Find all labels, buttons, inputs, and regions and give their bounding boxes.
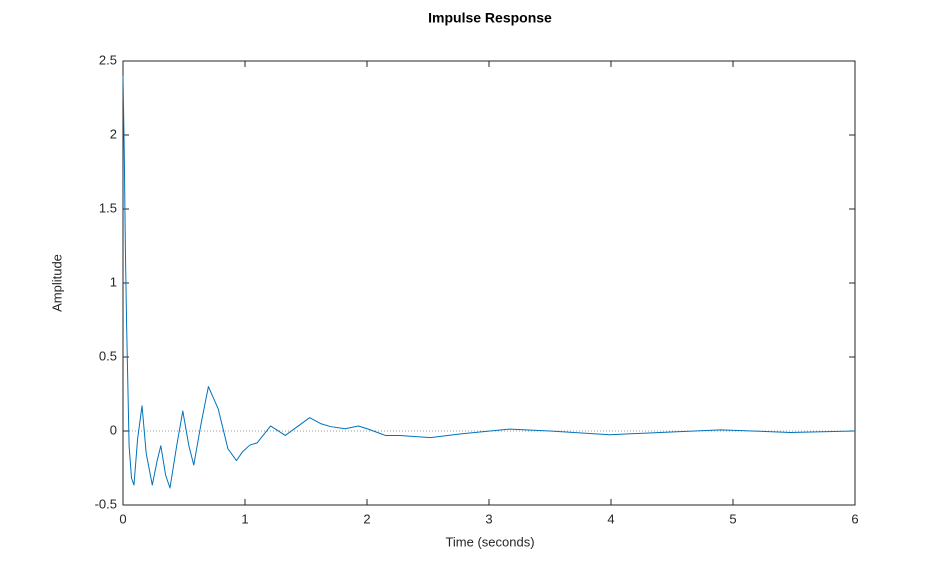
y-tick-label: 0 (110, 422, 117, 437)
y-tick-label: -0.5 (95, 496, 117, 511)
x-tick-label: 6 (851, 511, 858, 526)
x-tick-label: 5 (729, 511, 736, 526)
y-tick-label: 2 (110, 126, 117, 141)
y-tick-label: 0.5 (99, 348, 117, 363)
y-axis-label: Amplitude (49, 254, 64, 312)
x-tick-label: 4 (607, 511, 614, 526)
plot-area (122, 60, 856, 506)
response-line (122, 75, 856, 489)
y-tick-label: 1 (110, 274, 117, 289)
x-axis-label: Time (seconds) (445, 534, 534, 549)
y-tick-label: 1.5 (99, 200, 117, 215)
x-tick-label: 2 (363, 511, 370, 526)
x-tick-label: 3 (485, 511, 492, 526)
y-tick-label: 2.5 (99, 52, 117, 67)
chart-title: Impulse Response (428, 10, 552, 26)
x-tick-label: 1 (241, 511, 248, 526)
x-tick-label: 0 (119, 511, 126, 526)
